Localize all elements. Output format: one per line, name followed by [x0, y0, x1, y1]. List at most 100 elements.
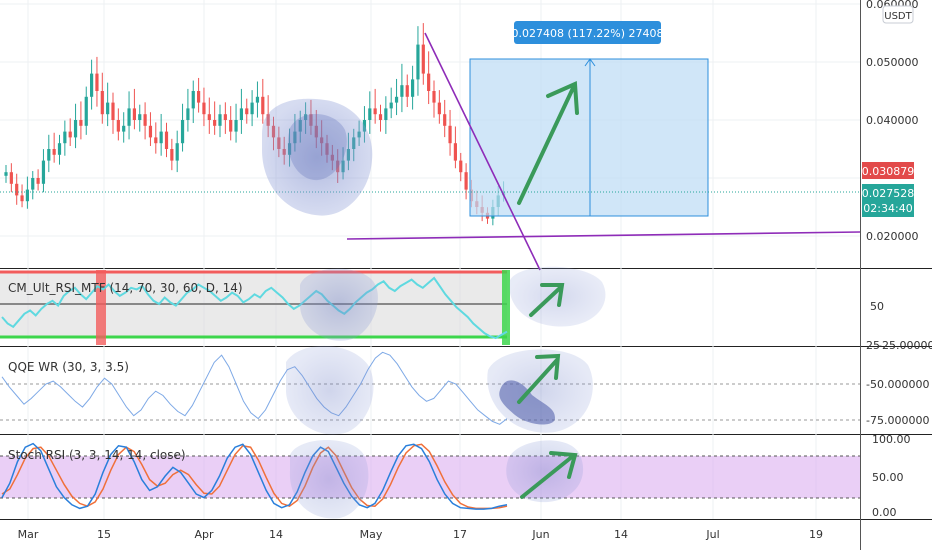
candle-body: [90, 73, 94, 97]
green-arrow-stoch: [520, 451, 578, 499]
x-tick: May: [360, 528, 383, 541]
candle-body: [127, 108, 131, 126]
svg-text:0.040000: 0.040000: [866, 114, 919, 127]
candle-body: [138, 114, 142, 120]
candle-body: [100, 91, 104, 115]
candle-body: [154, 137, 158, 144]
candle-body: [207, 114, 211, 120]
rsi-overbought-bar: [96, 270, 106, 345]
candle-body: [261, 96, 265, 115]
candle-body: [368, 108, 372, 120]
candle-body: [20, 195, 24, 202]
candle-body: [175, 143, 179, 161]
rsi-ytick-25: 25: [866, 339, 880, 352]
measure-arrow-head: [584, 58, 596, 67]
green-arrow-rsi: [529, 283, 565, 317]
candle-body: [405, 85, 409, 97]
stoch-ytick-0: 0.00: [872, 506, 897, 519]
highlight-blob-qqe: [286, 345, 593, 435]
svg-text:0.050000: 0.050000: [866, 56, 919, 69]
candle-body: [159, 131, 163, 144]
candle-body: [41, 160, 46, 184]
descending-trendline[interactable]: [424, 32, 541, 271]
candle-body: [47, 149, 51, 161]
stoch-label: Stoch RSI (3, 3, 14, 14, close): [8, 448, 186, 462]
x-tick: 14: [614, 528, 628, 541]
green-arrow-main: [517, 81, 579, 205]
candle-body: [411, 79, 415, 97]
x-tick: 15: [97, 528, 111, 541]
candle-body: [4, 172, 8, 176]
candle-body: [68, 131, 72, 138]
support-trendline[interactable]: [346, 231, 861, 240]
usdt-badge-label: USDT: [884, 11, 912, 22]
stoch-ytick-100: 100.00: [872, 433, 911, 446]
candle-body: [122, 125, 126, 132]
x-tick: 14: [269, 528, 283, 541]
x-tick: 17: [453, 528, 467, 541]
stoch-k-line: [1, 442, 508, 510]
candle-body: [255, 96, 260, 103]
candle-body: [218, 114, 222, 126]
candle-body: [106, 102, 110, 115]
candle-body: [459, 160, 463, 173]
candle-body: [250, 102, 254, 115]
candle-body: [52, 149, 56, 155]
candle-body: [180, 120, 185, 144]
candle-body: [234, 120, 238, 132]
x-tick: Apr: [194, 528, 214, 541]
time-axis[interactable]: Mar 15 Apr 14 May 17 Jun 14 Jul 19: [18, 528, 823, 541]
candle-body: [9, 172, 13, 184]
highlight-blob-main: [262, 98, 373, 216]
candle-body: [132, 108, 136, 120]
x-tick: Jul: [705, 528, 719, 541]
last-price-label: 0.027528: [862, 187, 915, 200]
candle-body: [394, 96, 399, 103]
candle-body: [79, 120, 83, 126]
candle-body: [432, 91, 436, 103]
candle-body: [213, 120, 217, 126]
qqe-ytick-minus50: -50.000000: [866, 378, 929, 391]
candle-body: [63, 131, 67, 144]
candle-body: [116, 120, 120, 132]
rsi-line: [1, 276, 508, 340]
last-price-tag: [862, 184, 914, 217]
candle-body: [223, 114, 227, 120]
candle-body: [416, 44, 420, 80]
candle-body: [427, 73, 431, 91]
candle-body: [84, 96, 88, 126]
candle-body: [25, 189, 29, 202]
rsi-label: CM_Ult_RSI_MTF (14, 70, 30, 60, D, 14): [8, 281, 243, 295]
candle-body: [239, 108, 243, 120]
usdt-badge[interactable]: [882, 5, 914, 24]
marked-price-tag: [862, 162, 914, 179]
svg-text:0.020000: 0.020000: [866, 230, 919, 243]
marked-price-label: 0.030879: [862, 165, 915, 178]
measure-label: 0.027408 (117.22%) 27408: [512, 27, 664, 40]
measure-box[interactable]: [469, 58, 709, 217]
candle-body: [186, 108, 190, 120]
candle-body: [36, 178, 40, 184]
candle-body: [389, 102, 393, 109]
candle-body: [170, 149, 174, 161]
x-tick: Jun: [531, 528, 549, 541]
rsi-oversold-bar: [502, 270, 510, 345]
candle-body: [143, 114, 147, 126]
candle-body: [197, 91, 201, 103]
stoch-ytick-50: 50.00: [872, 471, 904, 484]
qqe-line: [1, 351, 508, 425]
x-tick: Mar: [18, 528, 39, 541]
candlestick-series: [4, 23, 506, 226]
candle-body: [31, 178, 35, 190]
candle-body: [400, 85, 404, 97]
candle-body: [421, 44, 425, 74]
green-arrow-qqe: [517, 353, 561, 404]
candle-body: [384, 108, 388, 120]
candle-body: [378, 114, 383, 120]
candle-body: [453, 143, 457, 161]
candle-body: [464, 172, 468, 190]
candle-body: [437, 102, 441, 115]
candle-body: [95, 73, 99, 91]
countdown-label: 02:34:40: [863, 202, 912, 215]
